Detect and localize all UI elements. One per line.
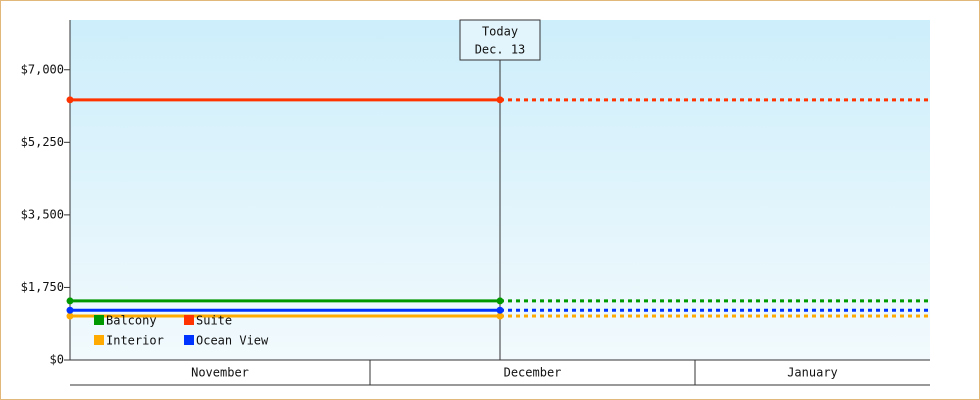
point xyxy=(496,306,504,314)
legend-label: Interior xyxy=(106,334,164,348)
legend-swatch xyxy=(94,315,104,325)
point xyxy=(66,297,74,305)
today-label: Dec. 13 xyxy=(475,43,526,57)
legend-label: Suite xyxy=(196,314,232,328)
y-tick-label: $3,500 xyxy=(21,207,64,221)
legend-swatch xyxy=(94,335,104,345)
today-label: Today xyxy=(482,25,518,39)
point xyxy=(66,96,74,104)
point xyxy=(66,312,74,320)
y-tick-label: $5,250 xyxy=(21,135,64,149)
legend-swatch xyxy=(184,315,194,325)
y-tick-label: $0 xyxy=(50,353,64,367)
x-tick-label: January xyxy=(787,366,838,380)
y-tick-label: $7,000 xyxy=(21,62,64,76)
x-tick-label: December xyxy=(504,366,562,380)
point xyxy=(66,306,74,314)
point xyxy=(496,312,504,320)
legend-swatch xyxy=(184,335,194,345)
y-tick-label: $1,750 xyxy=(21,280,64,294)
today-box xyxy=(459,19,541,61)
legend-label: Ocean View xyxy=(196,334,269,348)
x-tick-label: November xyxy=(191,366,249,380)
point xyxy=(496,297,504,305)
legend-label: Balcony xyxy=(106,314,157,328)
point xyxy=(496,96,504,104)
